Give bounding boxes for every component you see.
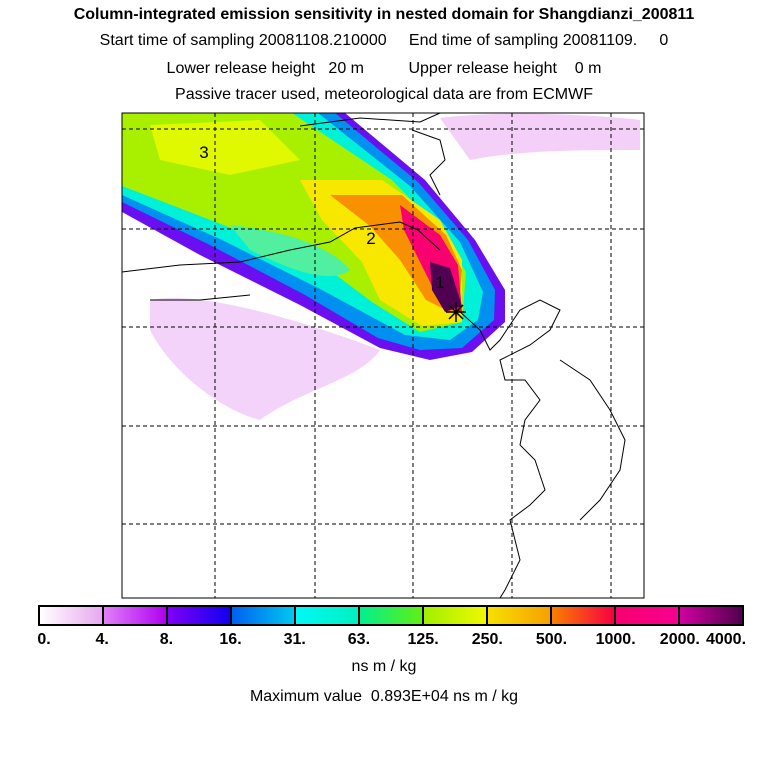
colorbar-segment [232,607,296,624]
maximum-value: Maximum value 0.893E+04 ns m / kg [249,688,519,705]
haze-layer-top [440,113,640,160]
colorbar-tick-label: 63. [347,631,371,648]
colorbar-tick-label: 125. [407,631,439,648]
colorbar-unit: ns m / kg [351,658,417,675]
colorbar-tick-label: 500. [535,631,568,648]
colorbar-segment [488,607,552,624]
yellow-layer-top [150,120,300,175]
map-frame [121,112,645,599]
colorbar-segment [40,607,104,624]
colorbar-segment [680,607,742,624]
colorbar-tick-label: 250. [471,631,503,648]
darkpurple-layer [430,262,462,312]
colorbar-tick-label: 2000. [659,631,700,648]
plot-title: Column-integrated emission sensitivity i… [73,6,695,23]
plume-layers [122,113,640,420]
colorbar-segment [360,607,424,624]
colorbar-tick-label: 1000. [595,631,636,648]
colorbar-tick-label: 8. [159,631,174,648]
sampling-time: Start time of sampling 20081108.210000 E… [99,32,669,49]
tracer-info: Passive tracer used, meteorological data… [175,86,593,103]
station-marker [446,302,466,322]
colorbar-tick-label: 31. [283,631,306,648]
release-height: Lower release height 20 m Upper release … [166,60,602,77]
colorbar-segment [616,607,680,624]
plume-label-1: 1 [435,273,444,292]
gridlines [122,113,644,598]
plume-label-3: 3 [199,143,208,162]
colorbar-segment [424,607,488,624]
orange-layer [330,195,462,316]
colorbar-segment [104,607,168,624]
colorbar-tick-label: 4. [95,631,109,648]
coastlines [122,113,626,598]
colorbar-segment [168,607,232,624]
colorbar-tick-label: 4000. [705,631,747,648]
colorbar-tick-label: 16. [219,631,242,648]
colorbar-tick-label: 0. [37,631,51,648]
haze-layer [150,298,380,420]
colorbar-segment [296,607,360,624]
colorbar [38,605,744,626]
colorbar-segment [552,607,616,624]
teal-layer [230,225,350,277]
plume-label-2: 2 [366,229,375,248]
